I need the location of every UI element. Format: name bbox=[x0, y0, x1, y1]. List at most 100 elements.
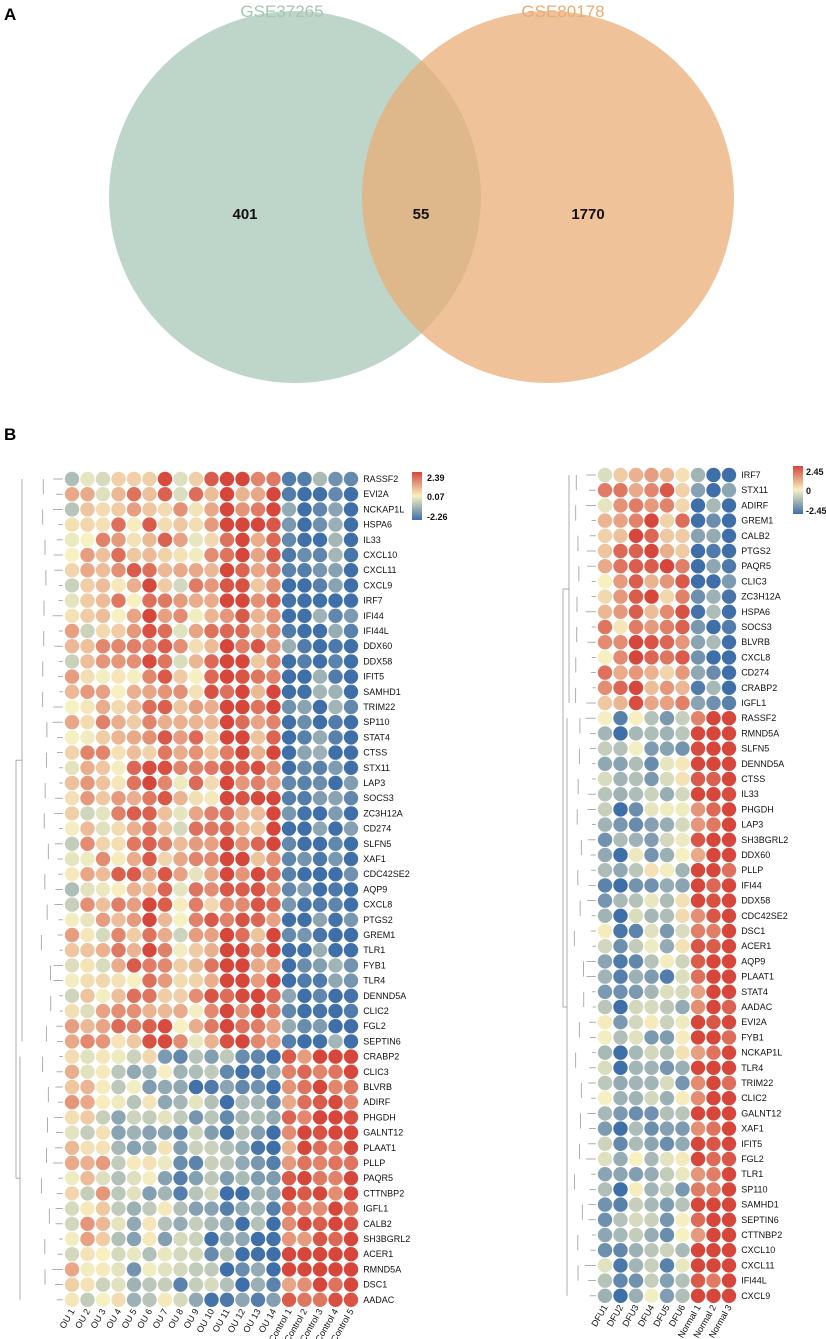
heatmap-dot-cxcl10-dfu1 bbox=[597, 1243, 613, 1258]
heatmap-dot-nckap1l-dfu6 bbox=[675, 1045, 690, 1060]
heatmap-dot-ifit5-dfu5 bbox=[659, 1136, 675, 1152]
heatmap-dot-fyb1-ou-13 bbox=[250, 958, 266, 973]
heatmap-dot-aadac-ou-3 bbox=[95, 1292, 111, 1308]
heatmap-dot-stat4-ou-5 bbox=[126, 730, 142, 745]
heatmap-dot-il33-ou-5 bbox=[126, 532, 142, 547]
heatmap-dot-dsc1-dfu4 bbox=[644, 923, 659, 939]
heatmap-dot-adirf-ou-6 bbox=[142, 1095, 157, 1110]
heatmap-dot-acer1-dfu4 bbox=[644, 939, 659, 954]
row-label: SAMHD1 bbox=[363, 687, 401, 697]
heatmap-dot-cd274-ou-14 bbox=[266, 821, 281, 836]
heatmap-dot-tlr1-ou-10 bbox=[204, 943, 219, 958]
heatmap-dot-ifit5-ou-11 bbox=[219, 669, 235, 684]
heatmap-dot-blvrb-control-4 bbox=[328, 1079, 343, 1095]
heatmap-dot-xaf1-ou-11 bbox=[219, 851, 235, 867]
row-label: AADAC bbox=[363, 1295, 395, 1305]
heatmap-dot-galnt12-ou-13 bbox=[250, 1125, 266, 1140]
heatmap-dot-ctss-dfu4 bbox=[644, 771, 659, 787]
heatmap-dot-hspa6-ou-5 bbox=[126, 517, 142, 532]
heatmap-dot-dsc1-ou-5 bbox=[126, 1277, 142, 1292]
heatmap-dot-cxcl9-control-1 bbox=[281, 578, 297, 593]
heatmap-dot-ddx58-ou-5 bbox=[126, 654, 142, 669]
heatmap-dot-crabp2-dfu1 bbox=[597, 680, 613, 695]
heatmap-dot-blvrb-dfu4 bbox=[644, 635, 659, 650]
heatmap-dot-galnt12-dfu1 bbox=[597, 1106, 613, 1121]
heatmap-dot-rmnd5a-dfu1 bbox=[597, 726, 613, 741]
heatmap-dot-ctss-ou-9 bbox=[188, 745, 204, 760]
heatmap-dot-nckap1l-dfu5 bbox=[659, 1045, 675, 1060]
heatmap-dot-lap3-ou-11 bbox=[219, 775, 235, 791]
heatmap-dot-clic2-control-2 bbox=[297, 1003, 312, 1019]
heatmap-dot-phgdh-control-2 bbox=[297, 1110, 312, 1125]
heatmap-dot-clic2-dfu2 bbox=[613, 1091, 628, 1106]
heatmap-dot-evi2a-ou-5 bbox=[126, 487, 142, 502]
heatmap-dot-tlr1-normal-2 bbox=[706, 1167, 721, 1182]
heatmap-dot-lap3-ou-6 bbox=[142, 775, 157, 791]
heatmap-dot-clic3-ou-14 bbox=[266, 1064, 281, 1080]
heatmap-dot-blvrb-normal-3 bbox=[721, 635, 737, 650]
row-label: GREM1 bbox=[363, 930, 395, 940]
heatmap-dot-rassf2-ou-3 bbox=[95, 471, 111, 487]
heatmap-dot-stat4-normal-3 bbox=[721, 984, 737, 999]
heatmap-dot-dsc1-dfu2 bbox=[613, 923, 628, 939]
heatmap-dot-igfl1-ou-10 bbox=[204, 1201, 219, 1216]
heatmap-dot-xaf1-ou-7 bbox=[157, 851, 173, 867]
heatmap-dot-blvrb-dfu6 bbox=[675, 635, 690, 650]
heatmap-dot-clic2-ou-9 bbox=[188, 1003, 204, 1019]
heatmap-dot-ifit5-control-4 bbox=[328, 669, 343, 684]
heatmap-dot-aqp9-control-2 bbox=[297, 882, 312, 897]
heatmap-dot-stat4-ou-7 bbox=[157, 730, 173, 745]
heatmap-dot-lap3-dfu5 bbox=[659, 817, 675, 832]
heatmap-dot-aadac-control-1 bbox=[281, 1292, 297, 1308]
heatmap-dot-lap3-normal-3 bbox=[721, 817, 737, 832]
heatmap-dot-pllp-ou-7 bbox=[157, 1155, 173, 1171]
heatmap-dot-ifi44l-ou-1 bbox=[64, 623, 80, 639]
heatmap-dot-phgdh-dfu5 bbox=[659, 802, 675, 817]
heatmap-dot-samhd1-ou-1 bbox=[64, 684, 80, 699]
heatmap-dot-galnt12-normal-1 bbox=[690, 1106, 706, 1121]
heatmap-dot-il33-normal-1 bbox=[690, 787, 706, 802]
heatmap-dot-xaf1-ou-5 bbox=[126, 851, 142, 867]
heatmap-dot-dennd5a-ou-13 bbox=[250, 988, 266, 1003]
heatmap-dot-cd274-dfu3 bbox=[628, 665, 644, 680]
heatmap-dot-cd274-dfu4 bbox=[644, 665, 659, 680]
heatmap-dot-irf7-ou-1 bbox=[64, 593, 80, 608]
heatmap-dot-ifi44-ou-13 bbox=[250, 608, 266, 623]
heatmap-dot-nckap1l-control-4 bbox=[328, 502, 343, 517]
row-label: IGFL1 bbox=[363, 1204, 388, 1214]
heatmap-dot-lap3-dfu4 bbox=[644, 817, 659, 832]
heatmap-dot-adirf-ou-12 bbox=[235, 1095, 250, 1110]
heatmap-dot-trim22-ou-8 bbox=[173, 699, 188, 715]
heatmap-dot-slfn5-ou-9 bbox=[188, 836, 204, 851]
heatmap-dot-acer1-dfu5 bbox=[659, 939, 675, 954]
heatmap-dot-phgdh-ou-1 bbox=[64, 1110, 80, 1125]
heatmap-dot-fyb1-ou-12 bbox=[235, 958, 250, 973]
heatmap-dot-paqr5-ou-3 bbox=[95, 1171, 111, 1186]
heatmap-dot-tlr4-ou-12 bbox=[235, 973, 250, 988]
heatmap-dot-stat4-control-5 bbox=[343, 730, 359, 745]
heatmap-dot-ctss-dfu1 bbox=[597, 771, 613, 787]
heatmap-dot-cxcl9-dfu5 bbox=[659, 1288, 675, 1304]
heatmap-dot-rmnd5a-control-3 bbox=[312, 1262, 328, 1277]
heatmap-dot-grem1-dfu5 bbox=[659, 513, 675, 528]
heatmap-dot-cdc42se2-ou-8 bbox=[173, 867, 188, 882]
heatmap-dot-cdc42se2-dfu4 bbox=[644, 908, 659, 923]
heatmap-dot-ifit5-dfu1 bbox=[597, 1136, 613, 1152]
heatmap-dot-fgl2-ou-8 bbox=[173, 1018, 188, 1034]
heatmap-dot-clic2-normal-1 bbox=[690, 1091, 706, 1106]
heatmap-dot-cxcl8-ou-9 bbox=[188, 897, 204, 912]
heatmap-dot-ddx58-control-1 bbox=[281, 654, 297, 669]
heatmap-dot-tlr4-ou-2 bbox=[80, 973, 95, 988]
heatmap-dot-slfn5-ou-3 bbox=[95, 836, 111, 851]
heatmap-dot-cxcl8-ou-11 bbox=[219, 897, 235, 912]
heatmap-dot-cxcl8-control-1 bbox=[281, 897, 297, 912]
heatmap-dot-cdc42se2-dfu5 bbox=[659, 908, 675, 923]
heatmap-dot-galnt12-dfu2 bbox=[613, 1106, 628, 1121]
heatmap-dot-stat4-ou-11 bbox=[219, 730, 235, 745]
heatmap-dot-phgdh-ou-4 bbox=[111, 1110, 126, 1125]
heatmap-dot-ifit5-ou-10 bbox=[204, 669, 219, 684]
heatmap-dot-nckap1l-normal-2 bbox=[706, 1045, 721, 1060]
heatmap-dot-ddx58-control-2 bbox=[297, 654, 312, 669]
heatmap-dot-cdc42se2-normal-3 bbox=[721, 908, 737, 923]
heatmap-dot-stat4-dfu6 bbox=[675, 984, 690, 999]
